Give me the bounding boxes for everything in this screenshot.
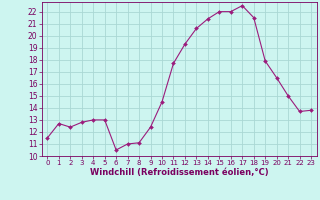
- X-axis label: Windchill (Refroidissement éolien,°C): Windchill (Refroidissement éolien,°C): [90, 168, 268, 177]
